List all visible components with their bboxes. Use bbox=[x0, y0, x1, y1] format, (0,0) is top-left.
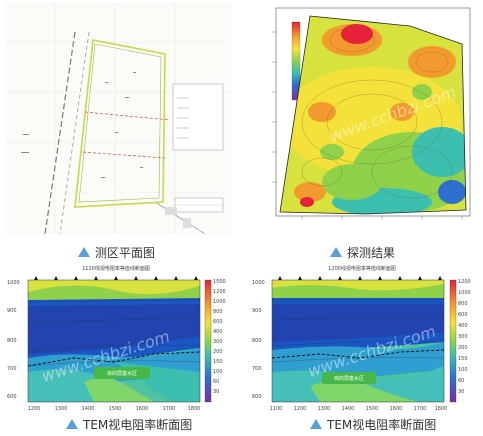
tem1-cb-9: 100 bbox=[213, 369, 223, 375]
tem2-xtick-0: 1100 bbox=[270, 406, 283, 412]
tem2-xtick-7: 1800 bbox=[435, 406, 448, 412]
result-panel: www.cchbzi.com 探测结果 bbox=[250, 2, 481, 260]
triangle-bullet-icon bbox=[78, 247, 90, 257]
svg-text:▒: ▒ bbox=[193, 215, 206, 234]
tem1-xtick-3: 1500 bbox=[109, 406, 122, 412]
tem1-cb-7: 200 bbox=[213, 349, 223, 355]
tem2-cb-9: 60 bbox=[458, 378, 464, 384]
tem2-ytick-4: 600 bbox=[252, 394, 262, 400]
tem1-ytick-1: 900 bbox=[7, 308, 17, 314]
tem2-cb-2: 800 bbox=[458, 301, 468, 307]
tem1-ytick-3: 700 bbox=[7, 366, 17, 372]
tem2-cb-5: 300 bbox=[458, 334, 468, 340]
plan-caption-text: 测区平面图 bbox=[95, 245, 156, 260]
tem2-ytick-1: 900 bbox=[252, 308, 262, 314]
result-caption-text: 探测结果 bbox=[347, 245, 396, 260]
tem1-ytick-4: 600 bbox=[7, 394, 17, 400]
tem2-cb-10: 30 bbox=[458, 389, 464, 395]
tem2-xtick-5: 1600 bbox=[390, 406, 403, 412]
tem2-title: 1200线视电阻率等值线断面图 bbox=[328, 265, 396, 272]
tem1-caption-text: TEM视电阻率断面图 bbox=[83, 417, 193, 432]
tem-section-1-figure: 1120线视电阻率等值线断面图 目的层富水区 bbox=[4, 262, 232, 414]
tem1-cb-5: 400 bbox=[213, 329, 223, 335]
tem1-xtick-0: 1200 bbox=[28, 406, 41, 412]
tem1-xtick-4: 1600 bbox=[136, 406, 149, 412]
tem2-cb-4: 400 bbox=[458, 323, 468, 329]
tem1-colorbar bbox=[204, 279, 212, 403]
tem2-cb-3: 600 bbox=[458, 312, 468, 318]
tem2-cb-8: 100 bbox=[458, 367, 468, 373]
survey-plan-map: ▒ bbox=[5, 2, 231, 234]
plan-caption: 测区平面图 bbox=[78, 244, 155, 260]
tem1-cb-1: 1200 bbox=[213, 289, 226, 295]
detection-result-map: www.cchbzi.com bbox=[262, 2, 474, 232]
tem-section-1-panel: 1120线视电阻率等值线断面图 目的层富水区 bbox=[2, 262, 234, 434]
tem1-cb-4: 600 bbox=[213, 319, 223, 325]
tem1-cb-8: 150 bbox=[213, 359, 223, 365]
tem1-cb-2: 1000 bbox=[213, 299, 226, 305]
tem-section-2-figure: 1200线视电阻率等值线断面图 目的层富水区 bbox=[250, 262, 479, 414]
tem1-annotation: 目的层富水区 bbox=[107, 370, 137, 377]
tem2-xtick-3: 1400 bbox=[342, 406, 355, 412]
result-caption: 探测结果 bbox=[330, 244, 395, 260]
tem1-cb-6: 300 bbox=[213, 339, 223, 345]
tem1-cb-10: 60 bbox=[213, 379, 219, 385]
tem1-ytick-2: 800 bbox=[7, 338, 17, 344]
tem-section-2-panel: 1200线视电阻率等值线断面图 目的层富水区 bbox=[248, 262, 481, 434]
tem1-ytick-0: 1000 bbox=[7, 280, 20, 286]
tem2-ytick-3: 700 bbox=[252, 366, 262, 372]
tem2-annotation: 目的层富水区 bbox=[334, 375, 364, 382]
tem2-cb-1: 1000 bbox=[458, 290, 471, 296]
tem2-xtick-4: 1500 bbox=[366, 406, 379, 412]
tem1-caption: TEM视电阻率断面图 bbox=[66, 416, 192, 432]
tem2-xtick-2: 1300 bbox=[318, 406, 331, 412]
tem1-title: 1120线视电阻率等值线断面图 bbox=[82, 265, 150, 272]
tem1-cb-11: 30 bbox=[213, 389, 219, 395]
triangle-bullet-icon bbox=[330, 247, 342, 257]
triangle-bullet-icon bbox=[310, 419, 322, 429]
tem2-colorbar bbox=[449, 279, 457, 403]
tem2-cb-0: 1200 bbox=[458, 279, 471, 285]
tem1-xtick-2: 1400 bbox=[82, 406, 95, 412]
tem1-cb-0: 1500 bbox=[213, 279, 226, 285]
tem2-xtick-1: 1200 bbox=[294, 406, 307, 412]
tem1-xtick-6: 1800 bbox=[188, 406, 201, 412]
tem1-xtick-5: 1700 bbox=[163, 406, 176, 412]
tem2-cb-7: 150 bbox=[458, 356, 468, 362]
tem2-caption: TEM视电阻率断面图 bbox=[310, 416, 436, 432]
tem2-ytick-2: 800 bbox=[252, 338, 262, 344]
tem2-caption-text: TEM视电阻率断面图 bbox=[327, 417, 437, 432]
triangle-bullet-icon bbox=[66, 419, 78, 429]
tem1-cb-3: 800 bbox=[213, 309, 223, 315]
plan-panel: ▒ 测区平面图 bbox=[2, 2, 234, 260]
tem1-xtick-1: 1300 bbox=[55, 406, 68, 412]
tem2-cb-6: 200 bbox=[458, 345, 468, 351]
tem2-xtick-6: 1700 bbox=[414, 406, 427, 412]
tem2-ytick-0: 1000 bbox=[252, 280, 265, 286]
